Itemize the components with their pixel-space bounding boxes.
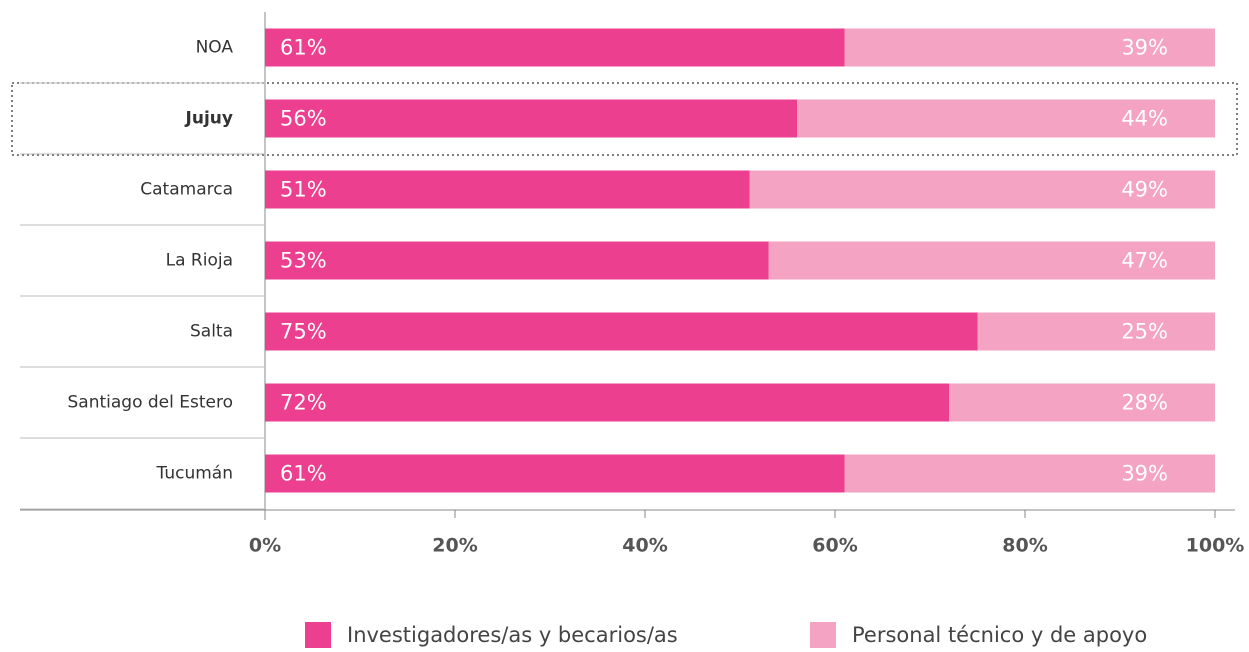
bar-segment <box>749 170 1215 209</box>
category-label: NOA <box>196 38 234 58</box>
bar-segment <box>265 241 769 280</box>
x-tick-label: 40% <box>622 535 667 557</box>
bar-segment <box>265 28 845 67</box>
bar-segment <box>844 454 1215 493</box>
category-label: Jujuy <box>185 109 233 129</box>
value-label: 61% <box>280 36 327 60</box>
legend-swatch <box>305 622 331 648</box>
value-label: 39% <box>1121 462 1168 486</box>
category-label: Salta <box>190 322 233 342</box>
legend-label: Investigadores/as y becarios/as <box>347 623 678 647</box>
bar-segment <box>977 312 1215 351</box>
x-tick-label: 20% <box>432 535 477 557</box>
bar-segment <box>265 454 845 493</box>
bar-segment <box>265 170 750 209</box>
category-label: La Rioja <box>166 251 233 271</box>
value-label: 51% <box>280 178 327 202</box>
legend-label: Personal técnico y de apoyo <box>852 623 1147 647</box>
value-label: 25% <box>1121 320 1168 344</box>
value-label: 49% <box>1121 178 1168 202</box>
category-label: Catamarca <box>140 180 233 200</box>
bar-segment <box>844 28 1215 67</box>
bar-segment <box>768 241 1215 280</box>
value-label: 53% <box>280 249 327 273</box>
x-tick-label: 80% <box>1002 535 1047 557</box>
value-label: 28% <box>1121 391 1168 415</box>
bar-segment <box>265 312 978 351</box>
highlight-box <box>11 82 1238 156</box>
bar-segment <box>797 99 1215 138</box>
value-label: 47% <box>1121 249 1168 273</box>
bar-segment <box>949 383 1215 422</box>
value-label: 56% <box>280 107 327 131</box>
x-tick-label: 0% <box>249 535 281 557</box>
bar-segment <box>265 99 797 138</box>
bar-segment <box>265 383 949 422</box>
x-tick-label: 60% <box>812 535 857 557</box>
value-label: 39% <box>1121 36 1168 60</box>
legend-swatch <box>810 622 836 648</box>
category-label: Tucumán <box>156 464 233 484</box>
value-label: 72% <box>280 391 327 415</box>
value-label: 61% <box>280 462 327 486</box>
value-label: 44% <box>1121 107 1168 131</box>
value-label: 75% <box>280 320 327 344</box>
x-tick-label: 100% <box>1186 535 1245 557</box>
category-label: Santiago del Estero <box>67 393 233 413</box>
